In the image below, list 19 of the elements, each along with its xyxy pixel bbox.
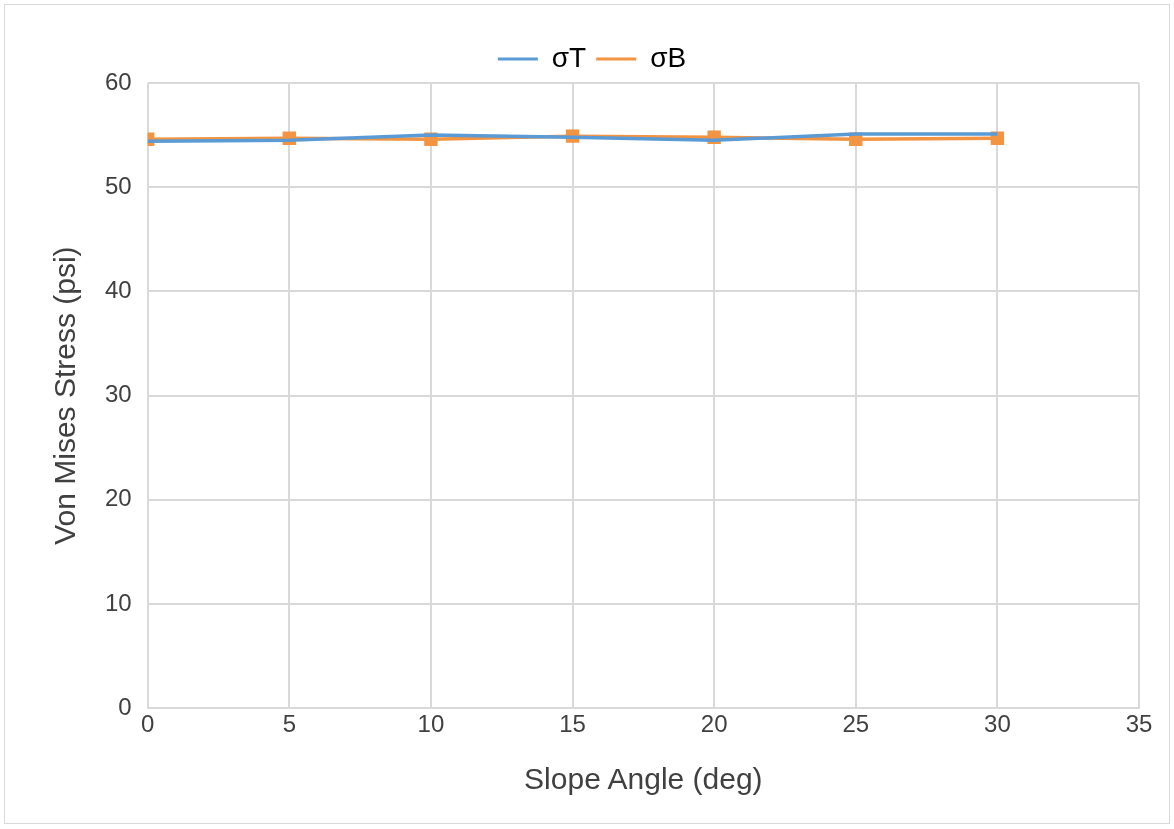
legend-label: σT: [551, 41, 587, 73]
y-tick-label: 40: [104, 276, 132, 304]
y-tick-label: 50: [104, 171, 132, 199]
y-tick-label: 20: [104, 484, 132, 512]
x-tick-label: 25: [842, 710, 870, 738]
x-tick-label: 10: [417, 710, 445, 738]
y-tick-label: 30: [104, 380, 132, 408]
x-tick-label: 15: [559, 710, 586, 738]
y-axis-title: Von Mises Stress (psi): [48, 246, 82, 545]
y-tick-label: 10: [104, 588, 132, 616]
x-tick-label: 20: [700, 710, 728, 738]
x-axis-title: Slope Angle (deg): [524, 762, 763, 796]
legend-label: σB: [650, 41, 687, 73]
x-tick-label: 5: [282, 710, 296, 738]
y-tick-label: 60: [104, 67, 132, 95]
x-tick-label: 30: [984, 710, 1011, 738]
x-tick-label: 0: [141, 710, 155, 738]
y-tick-label: 0: [118, 692, 132, 720]
x-tick-label: 35: [1125, 710, 1153, 738]
